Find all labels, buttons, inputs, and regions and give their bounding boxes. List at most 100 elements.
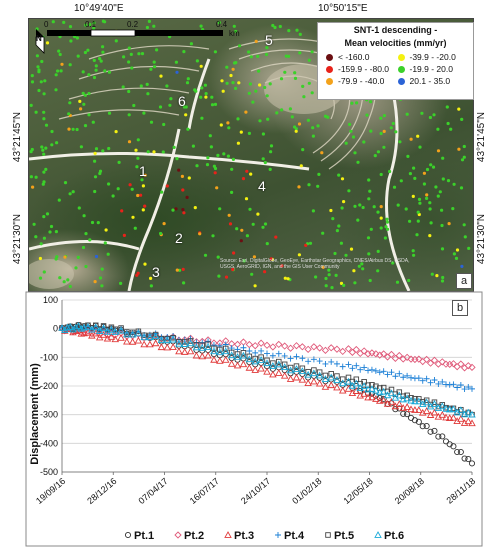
ps-point <box>257 69 261 73</box>
ps-point <box>100 284 104 288</box>
ps-point <box>93 159 97 163</box>
ps-point <box>62 20 66 24</box>
ps-point <box>352 269 356 273</box>
ps-point <box>181 208 185 212</box>
data-point <box>240 350 247 356</box>
data-point <box>311 367 317 373</box>
data-point <box>280 363 289 371</box>
data-point <box>298 343 306 351</box>
ps-point <box>321 265 325 269</box>
ps-point <box>263 222 268 226</box>
data-point <box>281 342 289 350</box>
ps-point <box>244 197 249 201</box>
data-point <box>305 368 311 375</box>
ps-point <box>366 236 371 240</box>
data-point <box>374 531 382 538</box>
ps-point <box>98 57 102 61</box>
ps-point <box>361 267 365 271</box>
ps-point <box>383 236 387 240</box>
data-point <box>387 389 396 397</box>
data-point <box>419 377 426 384</box>
ps-point <box>34 175 38 179</box>
ps-point <box>311 134 315 138</box>
ps-point <box>45 41 50 45</box>
data-point <box>227 359 236 367</box>
ps-point <box>91 120 95 124</box>
ps-point <box>356 218 360 222</box>
ps-point <box>249 172 253 176</box>
ps-point <box>145 25 149 30</box>
data-point <box>269 370 277 378</box>
ps-point <box>304 243 308 247</box>
data-point <box>286 375 295 382</box>
data-point <box>327 373 335 381</box>
data-point <box>63 323 72 331</box>
ps-point <box>324 276 328 281</box>
data-point <box>84 328 92 336</box>
ps-point <box>405 112 409 116</box>
ps-point <box>92 58 96 63</box>
data-point <box>246 353 253 360</box>
data-point <box>275 340 283 349</box>
ps-point <box>182 211 186 215</box>
ps-point <box>320 151 324 155</box>
ps-point <box>356 160 360 164</box>
ps-point <box>68 284 72 289</box>
scale-label-1: 0.1 <box>85 20 97 29</box>
data-point <box>310 369 318 377</box>
ps-point <box>237 81 241 85</box>
data-point <box>147 332 153 339</box>
ps-point <box>152 24 156 28</box>
data-point <box>372 395 380 402</box>
data-point <box>263 367 271 375</box>
data-point <box>468 363 476 372</box>
data-point <box>58 324 66 331</box>
data-point <box>169 335 177 343</box>
ps-point <box>149 284 153 288</box>
ps-point <box>68 25 73 29</box>
data-point <box>339 376 346 382</box>
data-point <box>146 333 154 341</box>
data-point <box>431 399 438 405</box>
ps-point <box>340 177 345 181</box>
ps-point <box>140 178 144 182</box>
data-point <box>292 342 301 350</box>
scale-unit: km <box>229 29 240 38</box>
ps-point <box>264 52 269 57</box>
y-tick-label: -300 <box>40 410 58 420</box>
ps-point <box>416 210 420 214</box>
ps-point <box>87 113 91 117</box>
ps-point <box>92 21 96 25</box>
data-point <box>227 351 236 359</box>
y-tick-label: 0 <box>53 324 58 334</box>
data-point <box>461 455 468 462</box>
ps-point <box>386 227 390 231</box>
ps-point <box>268 82 272 86</box>
ps-point <box>200 116 204 120</box>
ps-point <box>265 46 269 50</box>
series-pt3 <box>58 324 476 427</box>
ps-point <box>293 125 297 129</box>
ps-point <box>382 145 386 149</box>
ps-point <box>211 234 215 238</box>
ps-point <box>60 62 64 66</box>
y-tick-label: -400 <box>40 438 58 448</box>
legend-items: < -160.0 -39.9 - -20.0 -159.9 - -80.0 -19.9… <box>318 49 473 86</box>
north-label: N <box>36 34 42 43</box>
data-point <box>450 381 457 388</box>
data-point <box>123 337 131 345</box>
ps-point <box>42 236 46 240</box>
data-point <box>275 350 282 357</box>
ps-point <box>93 175 98 179</box>
ps-point <box>358 203 362 207</box>
data-point <box>445 405 454 413</box>
panel-tag-a: a <box>456 273 472 289</box>
ps-point <box>411 249 415 253</box>
data-point <box>438 410 447 418</box>
ps-point <box>445 105 449 109</box>
ps-point <box>142 111 146 115</box>
ps-point <box>440 208 444 212</box>
ps-point <box>251 100 255 104</box>
data-point <box>372 367 379 374</box>
ps-point <box>178 268 182 272</box>
